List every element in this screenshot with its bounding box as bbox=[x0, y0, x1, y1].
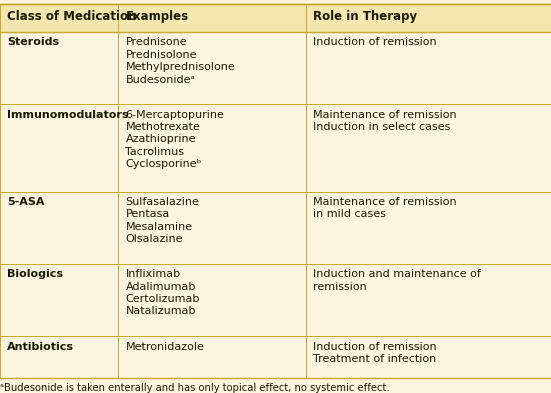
Text: Infliximab
Adalimumab
Certolizumab
Natalizumab: Infliximab Adalimumab Certolizumab Natal… bbox=[126, 269, 200, 316]
Text: 5-ASA: 5-ASA bbox=[7, 197, 45, 207]
Bar bbox=[0, 4, 118, 32]
Text: Induction of remission
Treatment of infection: Induction of remission Treatment of infe… bbox=[313, 342, 436, 364]
Text: Maintenance of remission
in mild cases: Maintenance of remission in mild cases bbox=[313, 197, 456, 219]
Text: Immunomodulators: Immunomodulators bbox=[7, 110, 128, 119]
Text: Metronidazole: Metronidazole bbox=[126, 342, 204, 351]
Bar bbox=[0, 104, 551, 191]
Text: Maintenance of remission
Induction in select cases: Maintenance of remission Induction in se… bbox=[313, 110, 456, 132]
Bar bbox=[306, 4, 551, 32]
Text: Induction of remission: Induction of remission bbox=[313, 37, 436, 47]
Text: Antibiotics: Antibiotics bbox=[7, 342, 74, 351]
Text: Role in Therapy: Role in Therapy bbox=[313, 9, 417, 22]
Text: Steroids: Steroids bbox=[7, 37, 59, 47]
Text: Prednisone
Prednisolone
Methylprednisolone
Budesonideᵃ: Prednisone Prednisolone Methylprednisolo… bbox=[126, 37, 235, 84]
Bar bbox=[0, 336, 551, 378]
Bar bbox=[0, 264, 551, 336]
Bar bbox=[0, 32, 551, 104]
Bar bbox=[118, 4, 306, 32]
Text: 6-Mercaptopurine
Methotrexate
Azathioprine
Tacrolimus
Cyclosporineᵇ: 6-Mercaptopurine Methotrexate Azathiopri… bbox=[126, 110, 224, 169]
Text: Sulfasalazine
Pentasa
Mesalamine
Olsalazine: Sulfasalazine Pentasa Mesalamine Olsalaz… bbox=[126, 197, 199, 244]
Text: Examples: Examples bbox=[126, 9, 188, 22]
Text: Class of Medication: Class of Medication bbox=[7, 9, 136, 22]
Text: Biologics: Biologics bbox=[7, 269, 63, 279]
Text: Induction and maintenance of
remission: Induction and maintenance of remission bbox=[313, 269, 480, 292]
Text: ᵃBudesonide is taken enterally and has only topical effect, no systemic effect.: ᵃBudesonide is taken enterally and has o… bbox=[0, 383, 390, 393]
Bar bbox=[0, 191, 551, 264]
